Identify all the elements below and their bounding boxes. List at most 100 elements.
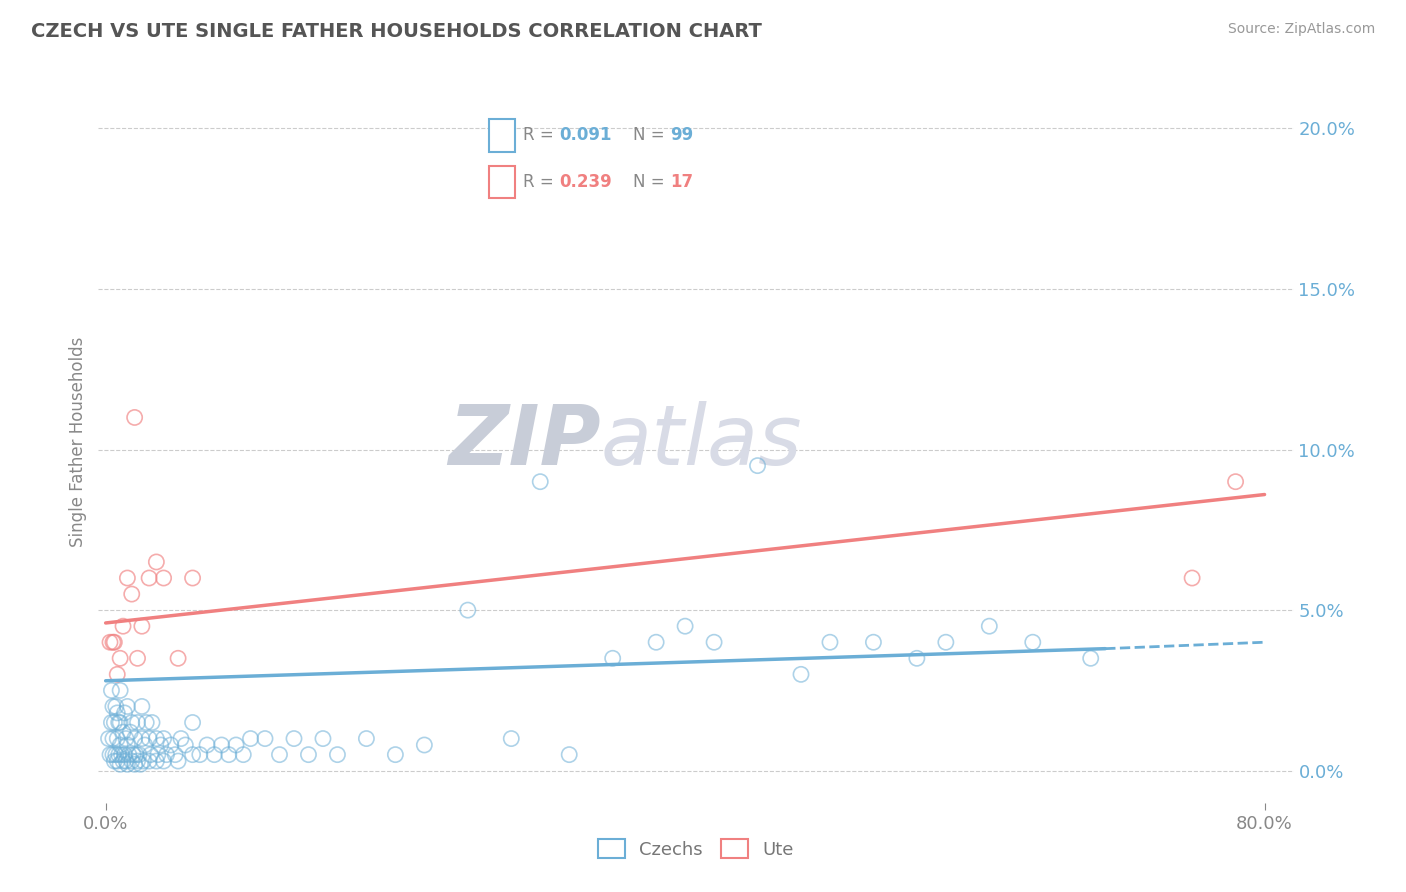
Point bbox=[218, 747, 240, 762]
Point bbox=[501, 731, 523, 746]
Point bbox=[115, 754, 138, 768]
Point bbox=[98, 635, 121, 649]
Point bbox=[121, 754, 143, 768]
Point bbox=[108, 757, 131, 772]
Point bbox=[297, 747, 319, 762]
Point bbox=[167, 651, 190, 665]
Point bbox=[160, 738, 183, 752]
Point bbox=[232, 747, 254, 762]
Point bbox=[114, 706, 136, 720]
Point bbox=[131, 699, 153, 714]
Point bbox=[145, 731, 167, 746]
Point bbox=[124, 757, 146, 772]
Point bbox=[979, 619, 1001, 633]
Point bbox=[132, 754, 155, 768]
Point bbox=[181, 571, 204, 585]
Point bbox=[211, 738, 233, 752]
Point bbox=[181, 747, 204, 762]
Point bbox=[141, 715, 163, 730]
Point bbox=[112, 725, 135, 739]
Point bbox=[112, 754, 135, 768]
Point bbox=[790, 667, 813, 681]
Point bbox=[905, 651, 928, 665]
Point bbox=[121, 715, 143, 730]
Point bbox=[135, 715, 157, 730]
Point bbox=[124, 731, 146, 746]
Point bbox=[108, 683, 131, 698]
Point bbox=[134, 738, 156, 752]
Point bbox=[101, 747, 124, 762]
Point bbox=[114, 747, 136, 762]
Point bbox=[131, 731, 153, 746]
Point bbox=[100, 683, 122, 698]
Point bbox=[105, 731, 128, 746]
Point bbox=[1181, 571, 1204, 585]
Point bbox=[138, 754, 160, 768]
Point bbox=[384, 747, 406, 762]
Point bbox=[818, 635, 841, 649]
Point bbox=[529, 475, 551, 489]
Point bbox=[103, 635, 125, 649]
Point bbox=[862, 635, 884, 649]
Point bbox=[107, 747, 129, 762]
Point bbox=[145, 555, 167, 569]
Point bbox=[174, 738, 197, 752]
Point bbox=[457, 603, 479, 617]
Point bbox=[101, 731, 124, 746]
Point bbox=[138, 571, 160, 585]
Text: Source: ZipAtlas.com: Source: ZipAtlas.com bbox=[1227, 22, 1375, 37]
Point bbox=[129, 757, 152, 772]
Point bbox=[115, 731, 138, 746]
Point bbox=[170, 731, 193, 746]
Text: atlas: atlas bbox=[600, 401, 801, 482]
Point bbox=[645, 635, 668, 649]
Point bbox=[138, 731, 160, 746]
Point bbox=[128, 747, 150, 762]
Point bbox=[127, 715, 149, 730]
Point bbox=[181, 715, 204, 730]
Point bbox=[105, 706, 128, 720]
Point bbox=[703, 635, 725, 649]
Point bbox=[152, 571, 174, 585]
Point bbox=[602, 651, 624, 665]
Point bbox=[139, 747, 162, 762]
Point bbox=[558, 747, 581, 762]
Point bbox=[100, 715, 122, 730]
Point bbox=[149, 738, 172, 752]
Point bbox=[165, 747, 187, 762]
Point bbox=[146, 747, 169, 762]
Point bbox=[673, 619, 696, 633]
Point bbox=[239, 731, 262, 746]
Point bbox=[167, 754, 190, 768]
Point bbox=[122, 747, 145, 762]
Point bbox=[125, 747, 148, 762]
Point bbox=[155, 747, 177, 762]
Point bbox=[312, 731, 335, 746]
Point bbox=[152, 731, 174, 746]
Point bbox=[117, 757, 139, 772]
Legend: Czechs, Ute: Czechs, Ute bbox=[591, 832, 801, 866]
Point bbox=[413, 738, 436, 752]
Text: CZECH VS UTE SINGLE FATHER HOUSEHOLDS CORRELATION CHART: CZECH VS UTE SINGLE FATHER HOUSEHOLDS CO… bbox=[31, 22, 762, 41]
Point bbox=[117, 571, 139, 585]
Point bbox=[110, 747, 132, 762]
Point bbox=[108, 651, 131, 665]
Point bbox=[108, 738, 131, 752]
Point bbox=[188, 747, 211, 762]
Point bbox=[121, 587, 143, 601]
Point bbox=[112, 619, 135, 633]
Point bbox=[356, 731, 378, 746]
Point bbox=[103, 754, 125, 768]
Point bbox=[105, 754, 128, 768]
Y-axis label: Single Father Households: Single Father Households bbox=[69, 336, 87, 547]
Point bbox=[117, 699, 139, 714]
Point bbox=[935, 635, 957, 649]
Point bbox=[225, 738, 247, 752]
Point bbox=[131, 619, 153, 633]
Point bbox=[127, 754, 149, 768]
Point bbox=[104, 699, 127, 714]
Point bbox=[127, 651, 149, 665]
Point bbox=[98, 747, 121, 762]
Point bbox=[1022, 635, 1045, 649]
Point bbox=[1080, 651, 1102, 665]
